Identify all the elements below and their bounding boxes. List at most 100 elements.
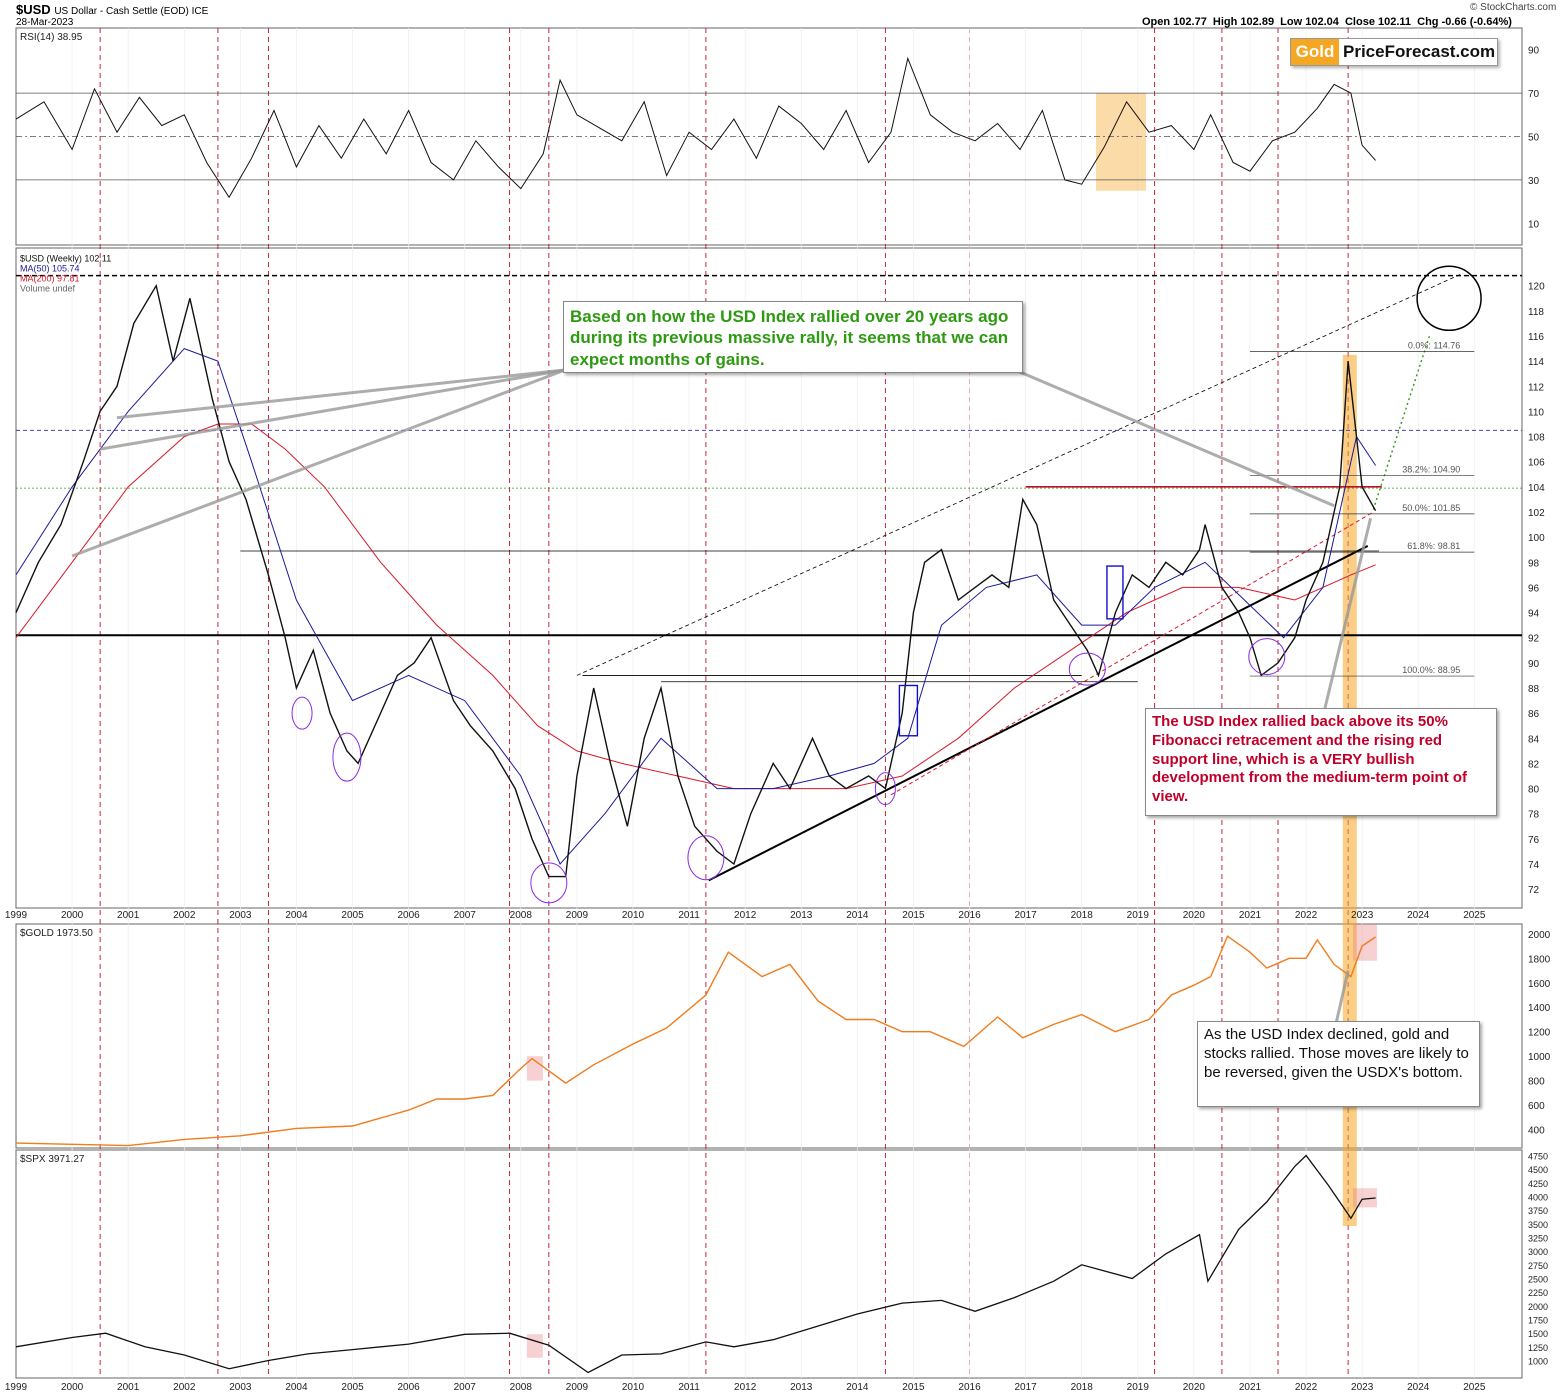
gold-tick-800: 800 <box>1528 1077 1545 1088</box>
usd-xtick-2023: 2023 <box>1351 910 1374 921</box>
ma200-line <box>15 423 1376 790</box>
gold-tick-1400: 1400 <box>1528 1003 1551 1014</box>
usd-tick-106: 106 <box>1528 458 1545 469</box>
spx-xtick-2007: 2007 <box>454 1382 477 1393</box>
spx-xtick-2018: 2018 <box>1071 1382 1094 1393</box>
fib-label-1: 38.2%: 104.90 <box>1402 465 1460 475</box>
bottom-circle-0 <box>291 696 313 730</box>
spx-2008-highlight <box>526 1334 543 1358</box>
gold-panel: $GOLD 1973.50 400 600 800 1000 1200 1400 1600 18… <box>15 924 1551 1147</box>
spx-xtick-2016: 2016 <box>958 1382 981 1393</box>
usd-tick-116: 116 <box>1528 332 1544 343</box>
usd-tick-76: 76 <box>1528 835 1540 846</box>
rsi-tick-70: 70 <box>1528 89 1540 100</box>
usd-xtick-2022: 2022 <box>1295 910 1318 921</box>
green-annotation: Based on how the USD Index rallied over … <box>563 301 1023 373</box>
spx-tick-4250: 4250 <box>1528 1179 1548 1189</box>
spx-xtick-2024: 2024 <box>1407 1382 1430 1393</box>
rsi-legend: RSI(14) 38.95 <box>20 32 83 43</box>
green-note-pointer-0 <box>99 368 566 451</box>
spx-xtick-1999: 1999 <box>5 1382 28 1393</box>
chart-credit: © StockCharts.com <box>1470 2 1557 13</box>
gold-2008-highlight <box>526 1056 543 1081</box>
usd-xtick-2004: 2004 <box>285 910 308 921</box>
usd-tick-112: 112 <box>1528 382 1544 393</box>
usd-legend-3: Volume undef <box>20 283 76 293</box>
green-note-pointer-right <box>1019 370 1335 508</box>
spx-xtick-2003: 2003 <box>229 1382 252 1393</box>
spx-tick-2500: 2500 <box>1528 1274 1548 1284</box>
panel-frame-spx <box>15 1149 1523 1379</box>
usd-xtick-2021: 2021 <box>1239 910 1262 921</box>
spx-xtick-2006: 2006 <box>398 1382 421 1393</box>
spx-xtick-2010: 2010 <box>622 1382 645 1393</box>
usd-tick-90: 90 <box>1528 659 1540 670</box>
chart-date: 28-Mar-2023 <box>16 17 74 28</box>
gold-tick-1800: 1800 <box>1528 954 1551 965</box>
usd-xtick-2009: 2009 <box>566 910 589 921</box>
usd-tick-120: 120 <box>1528 282 1545 293</box>
green-projection <box>1372 335 1431 510</box>
usd-xtick-2007: 2007 <box>454 910 477 921</box>
gold-line <box>15 935 1376 1147</box>
spx-xtick-2008: 2008 <box>510 1382 533 1393</box>
usd-tick-82: 82 <box>1528 759 1540 770</box>
green-note-pointer-1 <box>116 368 566 420</box>
usd-xtick-2006: 2006 <box>398 910 421 921</box>
panel-frame-gold <box>15 923 1523 1149</box>
usd-tick-118: 118 <box>1528 307 1544 318</box>
ohlc-readout: Open 102.77 High 102.89 Low 102.04 Close… <box>1142 16 1512 28</box>
panel-frames <box>15 27 1523 1379</box>
spx-xtick-2001: 2001 <box>117 1382 140 1393</box>
usd-xtick-2011: 2011 <box>678 910 700 921</box>
black-annotation: As the USD Index declined, gold and stoc… <box>1197 1021 1480 1107</box>
usd-tick-84: 84 <box>1528 734 1540 745</box>
usd-xtick-2018: 2018 <box>1071 910 1094 921</box>
spx-xtick-2022: 2022 <box>1295 1382 1318 1393</box>
usd-tick-110: 110 <box>1528 407 1544 418</box>
usd-xtick-2002: 2002 <box>173 910 196 921</box>
spx-tick-1250: 1250 <box>1528 1343 1548 1353</box>
spx-xtick-2021: 2021 <box>1239 1382 1262 1393</box>
spx-tick-2000: 2000 <box>1528 1302 1548 1312</box>
usd-tick-96: 96 <box>1528 583 1540 594</box>
usd-xtick-1999: 1999 <box>5 910 28 921</box>
spx-line <box>15 1154 1376 1374</box>
rising-black-trendline <box>708 545 1369 882</box>
logo-priceforecast: PriceForecast.com <box>1343 42 1496 61</box>
spx-xtick-2011: 2011 <box>678 1382 700 1393</box>
usd-panel: 0.0%: 114.76 38.2%: 104.90 50.0%: 101.85 61… <box>15 253 1545 1226</box>
upper-dashed-channel <box>576 272 1464 676</box>
usd-xtick-2000: 2000 <box>61 910 84 921</box>
spx-xtick-2014: 2014 <box>846 1382 869 1393</box>
spx-panel: $SPX 3971.27 1000 1250 1500 1750 2000 2250 2500… <box>15 1151 1548 1374</box>
bottom-circle-4 <box>874 772 896 806</box>
usd-xtick-2015: 2015 <box>902 910 925 921</box>
target-circle <box>1416 265 1482 332</box>
spx-xtick-2025: 2025 <box>1463 1382 1486 1393</box>
spx-xtick-2017: 2017 <box>1014 1382 1037 1393</box>
red-annotation: The USD Index rallied back above its 50%… <box>1145 708 1497 816</box>
rsi-tick-90: 90 <box>1528 46 1540 57</box>
usd-tick-102: 102 <box>1528 508 1545 519</box>
fib-label-3: 61.8%: 98.81 <box>1407 541 1460 551</box>
usd-tick-86: 86 <box>1528 709 1540 720</box>
spx-tick-4500: 4500 <box>1528 1165 1548 1175</box>
spx-tick-1750: 1750 <box>1528 1315 1548 1325</box>
bottom-circle-5 <box>1068 652 1106 686</box>
spx-xtick-2004: 2004 <box>285 1382 308 1393</box>
usd-tick-72: 72 <box>1528 885 1540 896</box>
spx-2023-highlight <box>1352 1188 1377 1208</box>
usd-xtick-2012: 2012 <box>734 910 757 921</box>
chart-description: US Dollar - Cash Settle (EOD) ICE <box>54 6 209 17</box>
usd-xtick-2016: 2016 <box>958 910 981 921</box>
gold-2023-highlight <box>1352 924 1377 961</box>
spx-tick-3500: 3500 <box>1528 1220 1548 1230</box>
rising-red-support <box>890 511 1374 796</box>
spx-xtick-2012: 2012 <box>734 1382 757 1393</box>
rsi-line <box>15 56 1376 199</box>
usd-xtick-2020: 2020 <box>1183 910 1206 921</box>
gold-tick-1000: 1000 <box>1528 1052 1551 1063</box>
usd-tick-94: 94 <box>1528 609 1540 620</box>
